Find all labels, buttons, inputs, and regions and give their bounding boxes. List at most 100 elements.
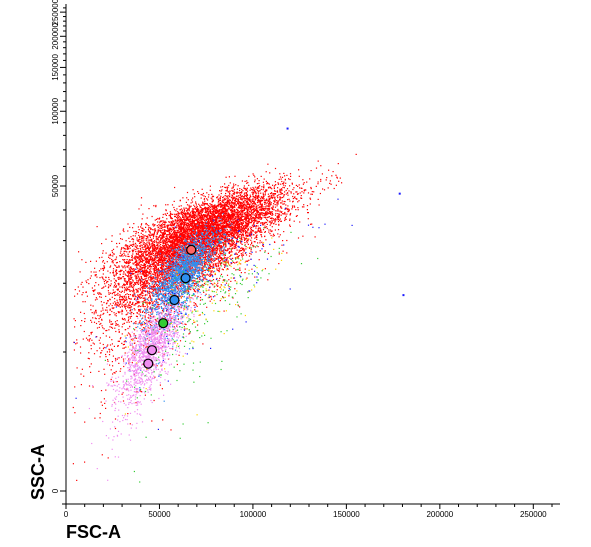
- event-point: [161, 263, 163, 265]
- event-point: [172, 233, 174, 235]
- event-point: [166, 259, 168, 261]
- event-point: [130, 283, 132, 285]
- event-point: [155, 246, 157, 248]
- event-point: [171, 213, 173, 215]
- event-point: [265, 205, 267, 207]
- event-point: [143, 280, 145, 282]
- event-point: [119, 338, 121, 340]
- event-point: [200, 214, 202, 216]
- event-point: [212, 253, 214, 255]
- event-point: [234, 228, 236, 230]
- event-point: [262, 209, 264, 211]
- event-point: [226, 234, 228, 236]
- event-point: [171, 235, 173, 237]
- event-point: [204, 219, 206, 221]
- event-point: [142, 287, 144, 289]
- event-point: [220, 208, 222, 211]
- event-point: [155, 273, 157, 275]
- event-point: [150, 312, 152, 314]
- event-point: [122, 273, 124, 275]
- event-point: [239, 236, 241, 238]
- event-point: [148, 296, 150, 299]
- event-point: [186, 230, 188, 232]
- event-point: [279, 211, 281, 213]
- event-point: [185, 213, 187, 215]
- event-point: [231, 204, 233, 206]
- event-point: [224, 186, 226, 188]
- event-point: [120, 270, 122, 272]
- event-point: [172, 261, 174, 263]
- event-point: [206, 217, 208, 219]
- event-point: [121, 342, 123, 344]
- event-point: [206, 252, 208, 254]
- event-point: [244, 239, 246, 241]
- event-point: [186, 243, 188, 245]
- event-point: [245, 215, 247, 217]
- event-point: [175, 282, 177, 284]
- event-point: [191, 201, 194, 203]
- event-point: [256, 205, 258, 207]
- event-point: [204, 249, 206, 251]
- event-point: [141, 290, 143, 293]
- event-point: [258, 230, 260, 232]
- event-point: [176, 232, 178, 234]
- event-point: [160, 231, 162, 233]
- event-point: [88, 340, 90, 342]
- event-point: [236, 217, 238, 219]
- event-point: [240, 207, 242, 209]
- event-point: [197, 241, 200, 243]
- event-point: [140, 391, 142, 393]
- event-point: [204, 232, 206, 234]
- event-point: [197, 208, 199, 210]
- event-point: [283, 184, 285, 186]
- event-point: [230, 245, 232, 247]
- event-point: [192, 221, 194, 223]
- event-point: [256, 207, 258, 209]
- event-point: [252, 192, 254, 194]
- event-point: [232, 244, 234, 246]
- event-point: [91, 312, 93, 314]
- event-point: [234, 280, 236, 282]
- event-point: [72, 406, 74, 409]
- event-point: [187, 222, 189, 224]
- event-point: [146, 241, 148, 243]
- event-point: [279, 173, 281, 175]
- event-point: [233, 189, 235, 191]
- event-point: [294, 206, 296, 208]
- event-point: [91, 321, 93, 323]
- event-point: [223, 199, 225, 201]
- event-point: [226, 233, 228, 235]
- event-point: [181, 228, 183, 230]
- event-point: [128, 273, 130, 275]
- event-point: [109, 321, 111, 323]
- event-point: [145, 331, 147, 333]
- event-point: [120, 255, 122, 257]
- event-point: [232, 228, 234, 230]
- event-point: [205, 246, 207, 248]
- event-point: [243, 250, 245, 252]
- event-point: [169, 247, 171, 249]
- event-point: [223, 236, 225, 238]
- event-point: [105, 238, 107, 240]
- event-point: [156, 332, 158, 334]
- event-point: [130, 313, 132, 315]
- event-point: [228, 235, 230, 237]
- event-point: [257, 201, 259, 203]
- event-point: [125, 281, 127, 283]
- event-point: [93, 343, 95, 345]
- event-point: [95, 271, 97, 273]
- event-point: [218, 215, 220, 218]
- event-point: [205, 278, 207, 280]
- event-point: [151, 251, 153, 253]
- event-point: [256, 231, 258, 233]
- event-point: [309, 198, 312, 200]
- event-point: [172, 237, 174, 239]
- event-point: [185, 236, 187, 238]
- event-point: [209, 229, 211, 231]
- event-point: [248, 222, 250, 224]
- event-point: [225, 257, 227, 259]
- event-point: [208, 219, 210, 222]
- event-point: [134, 337, 136, 339]
- event-point: [264, 225, 266, 227]
- event-point: [209, 220, 211, 222]
